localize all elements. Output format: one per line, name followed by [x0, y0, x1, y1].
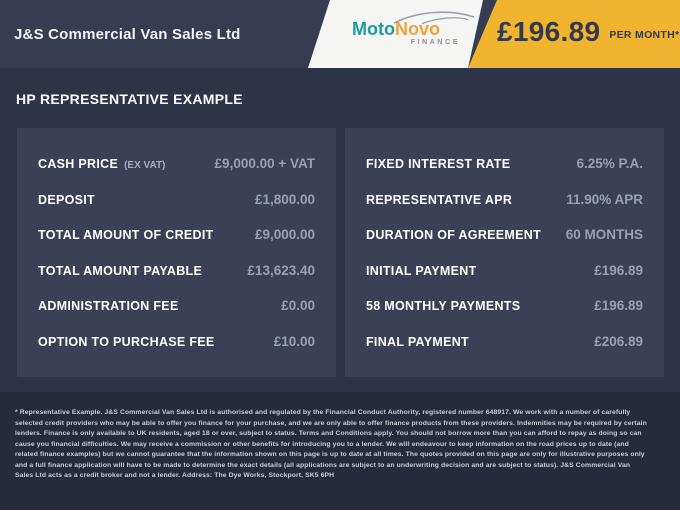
row-value: £0.00: [281, 298, 315, 314]
price-background-shape: [468, 0, 680, 68]
row-value: £1,800.00: [254, 191, 315, 207]
row-initial-payment: INITIAL PAYMENT £196.89: [366, 263, 643, 278]
row-label: TOTAL AMOUNT OF CREDIT: [38, 228, 214, 243]
row-label: TOTAL AMOUNT PAYABLE: [38, 263, 203, 278]
row-total-payable: TOTAL AMOUNT PAYABLE £13,623.40: [38, 263, 315, 278]
row-label: DURATION OF AGREEMENT: [366, 228, 542, 243]
monthly-price-suffix: PER MONTH*: [609, 29, 680, 41]
row-representative-apr: REPRESENTATIVE APR 11.90% APR: [366, 192, 643, 207]
row-label: 58 MONTHLY PAYMENTS: [366, 299, 521, 314]
header-bar: J&S Commercial Van Sales Ltd MotoNovo FI…: [0, 0, 680, 68]
row-monthly-payments: 58 MONTHLY PAYMENTS £196.89: [366, 298, 643, 313]
row-label: OPTION TO PURCHASE FEE: [38, 334, 215, 349]
row-total-credit: TOTAL AMOUNT OF CREDIT £9,000.00: [38, 227, 315, 242]
row-label: ADMINISTRATION FEE: [38, 299, 179, 314]
row-label: FINAL PAYMENT: [366, 334, 469, 349]
row-final-payment: FINAL PAYMENT £206.89: [366, 334, 643, 349]
row-cash-price: CASH PRICE (EX VAT) £9,000.00 + VAT: [38, 156, 315, 171]
row-label: REPRESENTATIVE APR: [366, 192, 513, 207]
row-fixed-interest-rate: FIXED INTEREST RATE 6.25% P.A.: [366, 156, 643, 171]
logo-finance-text: FINANCE: [410, 39, 460, 46]
row-value: 11.90% APR: [566, 191, 643, 207]
row-value: £206.89: [594, 333, 643, 349]
row-label: CASH PRICE: [38, 157, 119, 172]
row-value: £9,000.00: [254, 227, 315, 243]
row-label: INITIAL PAYMENT: [366, 263, 477, 278]
row-note: (EX VAT): [124, 160, 166, 172]
logo-swoosh-icon: [393, 11, 475, 25]
dealer-name: J&S Commercial Van Sales Ltd: [14, 25, 241, 43]
section-title: HP REPRESENTATIVE EXAMPLE: [16, 91, 243, 107]
row-label: FIXED INTEREST RATE: [366, 157, 511, 172]
logo-novo-text: Novo: [394, 19, 440, 39]
row-value: £13,623.40: [247, 262, 315, 278]
finance-panel-left: CASH PRICE (EX VAT) £9,000.00 + VAT DEPO…: [17, 128, 336, 377]
logo-moto-text: Moto: [352, 19, 395, 39]
monthly-price: £196.89: [497, 16, 601, 47]
row-label: DEPOSIT: [38, 192, 95, 207]
row-option-to-purchase-fee: OPTION TO PURCHASE FEE £10.00: [38, 334, 315, 349]
row-deposit: DEPOSIT £1,800.00: [38, 192, 315, 207]
finance-panels: CASH PRICE (EX VAT) £9,000.00 + VAT DEPO…: [17, 128, 664, 377]
row-value: £196.89: [594, 262, 643, 278]
motonovo-logo: MotoNovo FINANCE: [352, 11, 475, 46]
finance-panel-right: FIXED INTEREST RATE 6.25% P.A. REPRESENT…: [345, 128, 664, 377]
row-value: 6.25% P.A.: [576, 156, 643, 172]
row-value: 60 MONTHS: [565, 227, 643, 243]
row-duration: DURATION OF AGREEMENT 60 MONTHS: [366, 227, 643, 242]
row-value: £9,000.00 + VAT: [214, 156, 315, 172]
representative-example-section: HP REPRESENTATIVE EXAMPLE CASH PRICE (EX…: [0, 68, 680, 392]
logo-background-shape: MotoNovo FINANCE: [308, 0, 483, 68]
monthly-price-block: £196.89 PER MONTH*: [497, 0, 679, 64]
row-value: £10.00: [273, 333, 315, 349]
row-admin-fee: ADMINISTRATION FEE £0.00: [38, 298, 315, 313]
logo-wordmark: MotoNovo: [352, 20, 462, 38]
disclaimer-text: * Representative Example. J&S Commercial…: [15, 409, 647, 480]
row-value: £196.89: [594, 298, 643, 314]
footer-disclaimer-band: * Representative Example. J&S Commercial…: [0, 392, 680, 510]
